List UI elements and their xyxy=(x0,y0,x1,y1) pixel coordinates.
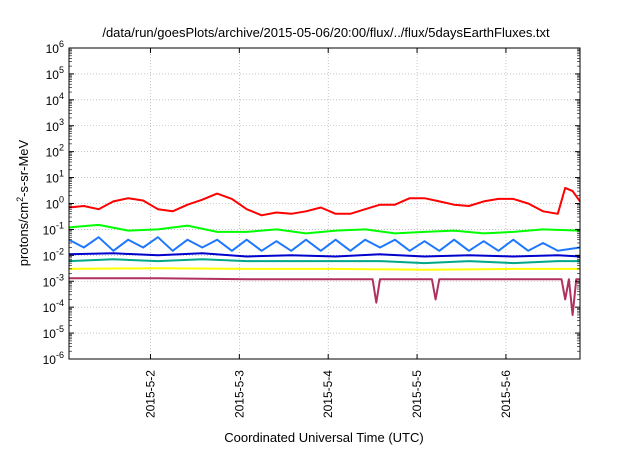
y-axis-label-sup: 2 xyxy=(15,197,25,202)
y-tick-label-exponent: 1 xyxy=(59,169,64,179)
y-tick-label-base: 10 xyxy=(46,146,60,160)
y-tick-label: 10-6 xyxy=(43,350,64,367)
y-ticks: 10-610-510-410-310-210-11001011021031041… xyxy=(43,39,580,367)
y-tick-label-exponent: 3 xyxy=(59,117,64,127)
y-axis-label-post: -s-sr-MeV xyxy=(16,139,31,196)
y-tick-label-exponent: 5 xyxy=(59,65,64,75)
y-tick-label: 104 xyxy=(46,91,64,108)
x-ticks: 2015-5-2 2015-5-3 2015-5-4 2015-5-5 2015-5-6 xyxy=(143,48,513,418)
x-tick-label: 2015-5-6 xyxy=(499,370,513,418)
x-tick-label: 2015-5-4 xyxy=(321,370,335,418)
series-line-6 xyxy=(68,267,580,271)
series-line-7 xyxy=(69,277,580,316)
y-tick-label: 102 xyxy=(46,143,64,160)
y-tick-label-exponent: -5 xyxy=(56,324,64,334)
y-tick-label: 10-5 xyxy=(43,324,64,341)
y-tick-label-base: 10 xyxy=(46,198,60,212)
y-tick-label-exponent: -1 xyxy=(56,220,64,230)
chart-title: /data/run/goesPlots/archive/2015-05-06/2… xyxy=(102,25,550,40)
y-tick-label-exponent: -2 xyxy=(56,246,64,256)
y-tick-label: 100 xyxy=(46,195,64,212)
y-tick-label-base: 10 xyxy=(43,275,57,289)
y-tick-label-exponent: -6 xyxy=(56,350,64,360)
y-tick-label-base: 10 xyxy=(46,120,60,134)
y-tick-label-base: 10 xyxy=(46,172,60,186)
y-tick-label-exponent: -3 xyxy=(56,272,64,282)
y-tick-label-exponent: 4 xyxy=(59,91,64,101)
y-tick-label: 10-3 xyxy=(43,272,64,289)
y-tick-label-base: 10 xyxy=(43,223,57,237)
series-line-1 xyxy=(68,186,581,217)
y-tick-label-exponent: 2 xyxy=(59,143,64,153)
x-axis-label: Coordinated Universal Time (UTC) xyxy=(224,430,423,445)
y-tick-label-base: 10 xyxy=(46,94,60,108)
x-tick-label: 2015-5-2 xyxy=(143,370,157,418)
x-tick-label: 2015-5-5 xyxy=(410,370,424,418)
y-tick-label-exponent: 0 xyxy=(59,195,64,205)
y-tick-label-base: 10 xyxy=(46,42,60,56)
series-line-3 xyxy=(68,236,581,252)
y-tick-label: 10-4 xyxy=(43,298,64,315)
y-tick-label-base: 10 xyxy=(43,353,57,367)
series-line-4 xyxy=(68,252,581,258)
y-tick-label: 10-2 xyxy=(43,246,64,263)
y-axis-label: protons/cm2-s-sr-MeV xyxy=(15,139,31,266)
x-tick-label: 2015-5-3 xyxy=(232,370,246,418)
y-tick-label: 106 xyxy=(46,39,64,56)
y-tick-label-base: 10 xyxy=(43,301,57,315)
y-tick-label-base: 10 xyxy=(46,68,60,82)
y-tick-label: 105 xyxy=(46,65,64,82)
series-group xyxy=(68,186,581,316)
y-tick-label-base: 10 xyxy=(43,327,57,341)
y-tick-label-exponent: -4 xyxy=(56,298,64,308)
series-line-5 xyxy=(68,258,580,265)
y-tick-label: 10-1 xyxy=(43,220,64,237)
series-line-2 xyxy=(68,223,581,235)
y-tick-label: 103 xyxy=(46,117,64,134)
y-tick-label-base: 10 xyxy=(43,249,57,263)
y-tick-label: 101 xyxy=(46,169,64,186)
y-axis-label-pre: protons/cm xyxy=(16,202,31,266)
y-tick-label-exponent: 6 xyxy=(59,39,64,49)
